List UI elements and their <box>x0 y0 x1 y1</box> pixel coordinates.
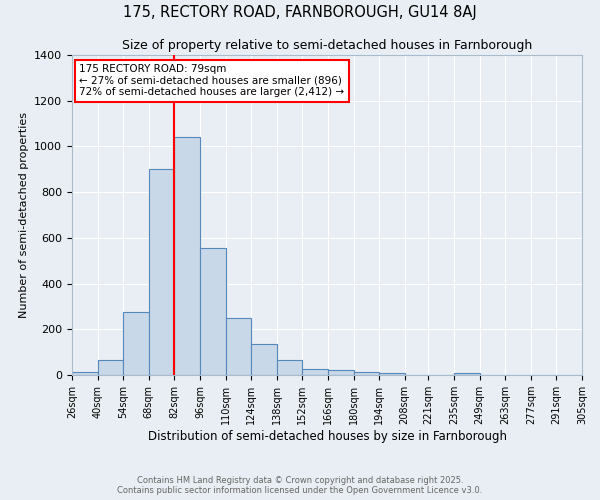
Bar <box>277 360 302 375</box>
Bar <box>328 370 353 375</box>
Y-axis label: Number of semi-detached properties: Number of semi-detached properties <box>19 112 29 318</box>
Bar <box>379 372 404 375</box>
X-axis label: Distribution of semi-detached houses by size in Farnborough: Distribution of semi-detached houses by … <box>148 430 506 443</box>
Text: Contains HM Land Registry data © Crown copyright and database right 2025.
Contai: Contains HM Land Registry data © Crown c… <box>118 476 482 495</box>
Bar <box>98 360 123 375</box>
Bar <box>123 312 149 375</box>
Bar <box>353 372 379 375</box>
Bar <box>226 318 251 375</box>
Bar <box>200 248 226 375</box>
Title: Size of property relative to semi-detached houses in Farnborough: Size of property relative to semi-detach… <box>122 40 532 52</box>
Text: 175, RECTORY ROAD, FARNBOROUGH, GU14 8AJ: 175, RECTORY ROAD, FARNBOROUGH, GU14 8AJ <box>123 5 477 20</box>
Bar <box>454 373 479 375</box>
Bar <box>72 372 98 375</box>
Bar <box>251 344 277 375</box>
Bar <box>175 138 200 375</box>
Bar <box>302 368 328 375</box>
Text: 175 RECTORY ROAD: 79sqm
← 27% of semi-detached houses are smaller (896)
72% of s: 175 RECTORY ROAD: 79sqm ← 27% of semi-de… <box>79 64 344 98</box>
Bar <box>149 170 175 375</box>
